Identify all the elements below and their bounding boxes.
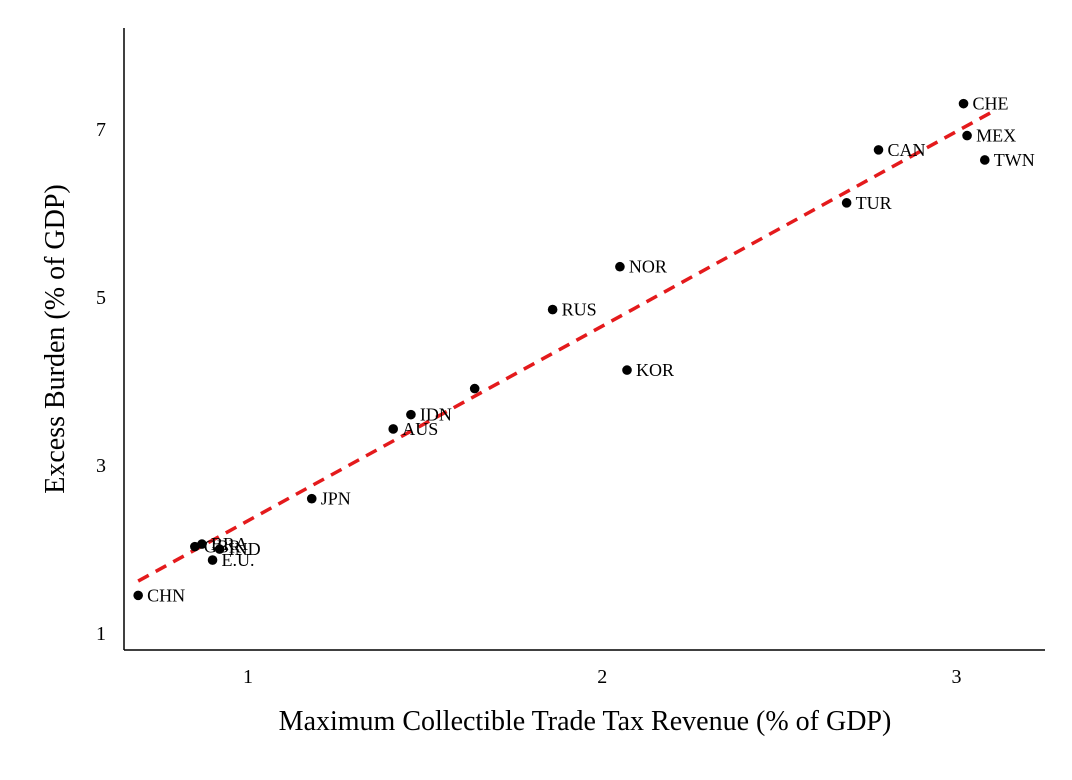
data-point	[873, 145, 884, 155]
data-point	[306, 493, 317, 504]
y-tick-labels: 1 3 5 7	[96, 119, 106, 645]
x-axis-title: Maximum Collectible Trade Tax Revenue (%…	[279, 706, 892, 737]
data-point	[133, 590, 143, 601]
point-label: IND	[229, 539, 261, 559]
point-label: E.U.	[222, 550, 255, 570]
data-point	[962, 130, 972, 141]
y-axis-title: Excess Burden (% of GDP)	[40, 184, 71, 494]
data-point	[615, 261, 625, 272]
point-label: CAN	[888, 140, 926, 160]
x-tick-label: 1	[243, 666, 253, 688]
point-label: RUS	[562, 300, 597, 320]
point-label: MEX	[976, 126, 1016, 146]
data-point	[622, 365, 632, 375]
data-point	[207, 555, 218, 565]
point-label: TUR	[856, 193, 892, 213]
x-tick-label: 3	[951, 666, 961, 688]
x-tick-labels: 1 2 3	[243, 666, 961, 688]
fit-line-layer	[137, 110, 993, 583]
point-label: TWN	[994, 150, 1035, 170]
axes	[123, 28, 1045, 651]
y-tick-label: 7	[96, 119, 106, 141]
point-label: CHE	[973, 94, 1009, 114]
data-point	[958, 98, 969, 109]
y-tick-label: 3	[96, 455, 106, 477]
data-point	[469, 383, 480, 394]
data-point	[979, 155, 990, 165]
fit-line	[137, 110, 993, 583]
data-point	[214, 544, 225, 554]
data-point	[190, 541, 200, 552]
point-label: NOR	[629, 257, 667, 277]
point-label: IDN	[420, 405, 452, 425]
data-point	[547, 304, 558, 315]
y-tick-label: 1	[96, 623, 106, 645]
point-label: CHN	[147, 585, 185, 605]
data-point	[406, 409, 416, 420]
data-points: CHEMEXCANTWNTURNORRUSKORIDNAUSJPNBRAGBRI…	[133, 94, 1035, 605]
data-point	[388, 424, 399, 434]
point-label: JPN	[321, 489, 351, 509]
x-tick-label: 2	[597, 666, 607, 688]
point-label: KOR	[636, 360, 674, 380]
point-label: AUS	[402, 419, 438, 439]
data-point	[841, 198, 852, 208]
y-tick-label: 5	[96, 287, 106, 309]
